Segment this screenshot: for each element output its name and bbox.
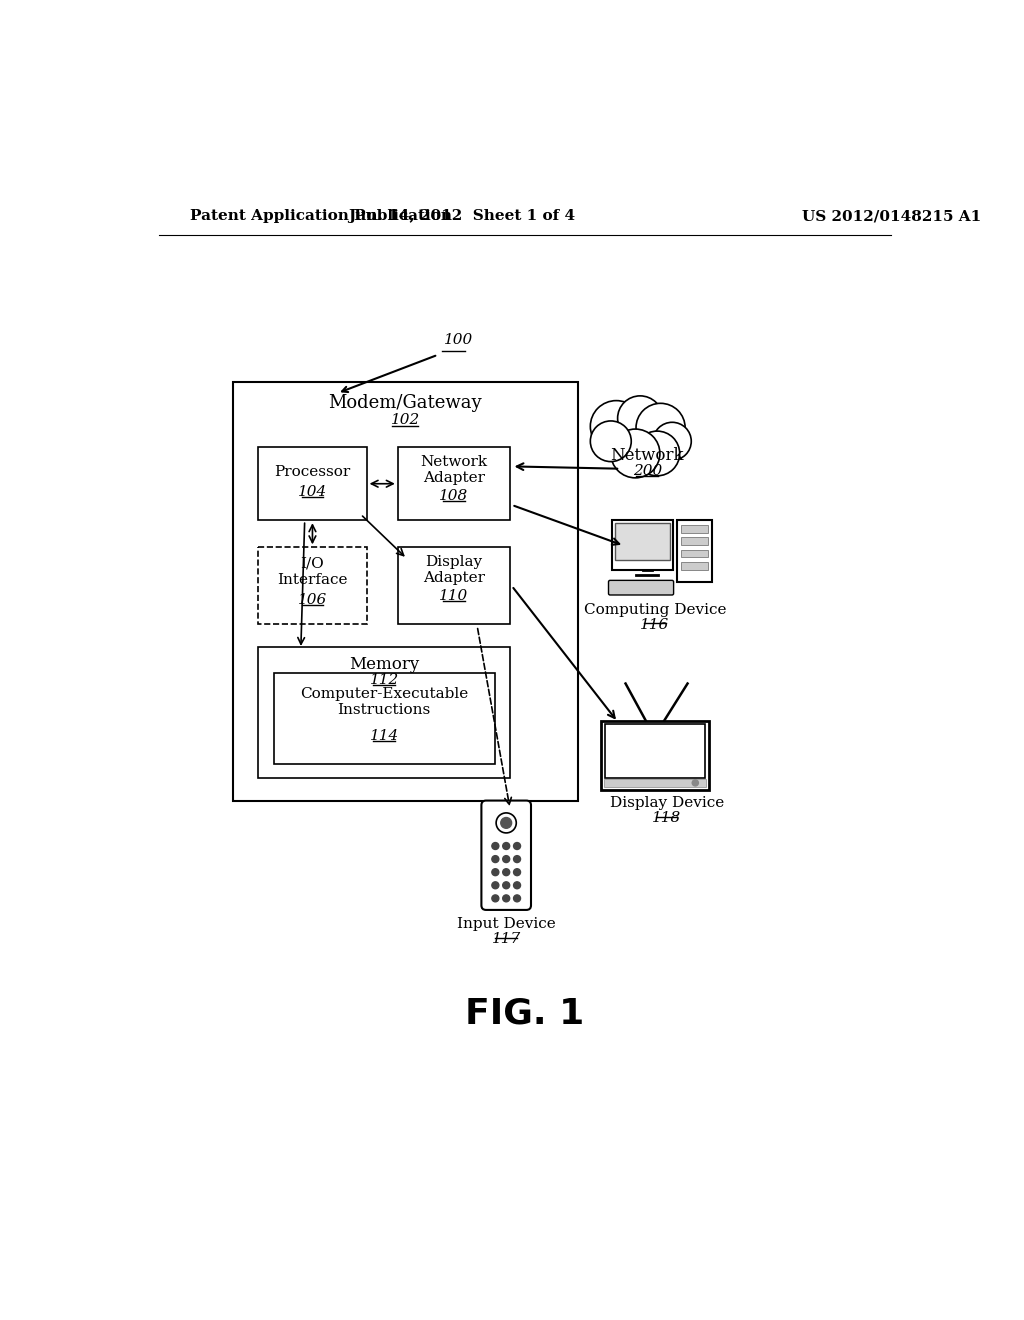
FancyBboxPatch shape (681, 537, 708, 545)
FancyBboxPatch shape (258, 647, 510, 779)
Circle shape (492, 895, 499, 902)
Text: 200: 200 (633, 465, 662, 478)
Circle shape (503, 895, 510, 902)
Circle shape (503, 869, 510, 875)
Text: FIG. 1: FIG. 1 (465, 997, 585, 1030)
Text: Modem/Gateway: Modem/Gateway (329, 395, 482, 412)
Text: US 2012/0148215 A1: US 2012/0148215 A1 (802, 209, 981, 223)
FancyBboxPatch shape (681, 525, 708, 533)
Circle shape (501, 817, 512, 829)
Circle shape (492, 842, 499, 850)
Text: Processor: Processor (274, 465, 350, 479)
FancyBboxPatch shape (608, 581, 674, 595)
Circle shape (492, 869, 499, 875)
Text: 118: 118 (652, 812, 681, 825)
Text: Memory: Memory (349, 656, 419, 673)
Circle shape (514, 869, 520, 875)
Text: Computer-Executable
Instructions: Computer-Executable Instructions (300, 686, 468, 717)
FancyBboxPatch shape (604, 779, 707, 787)
FancyBboxPatch shape (397, 548, 510, 624)
Text: Patent Application Publication: Patent Application Publication (190, 209, 452, 223)
Text: Network
Adapter: Network Adapter (420, 455, 487, 486)
Text: I/O
Interface: I/O Interface (278, 557, 348, 587)
FancyBboxPatch shape (258, 548, 367, 624)
Text: Input Device: Input Device (457, 917, 556, 931)
FancyBboxPatch shape (681, 562, 708, 570)
FancyBboxPatch shape (601, 721, 710, 789)
FancyBboxPatch shape (612, 520, 673, 570)
Circle shape (492, 855, 499, 862)
Circle shape (503, 842, 510, 850)
Circle shape (492, 882, 499, 888)
Text: 114: 114 (370, 729, 398, 743)
Text: 100: 100 (444, 333, 473, 347)
FancyBboxPatch shape (481, 800, 531, 909)
Text: 117: 117 (492, 932, 521, 946)
Text: Jun. 14, 2012  Sheet 1 of 4: Jun. 14, 2012 Sheet 1 of 4 (348, 209, 574, 223)
FancyBboxPatch shape (232, 381, 578, 801)
Text: 116: 116 (640, 618, 670, 632)
Circle shape (514, 855, 520, 862)
FancyBboxPatch shape (604, 725, 706, 779)
Circle shape (514, 882, 520, 888)
Circle shape (514, 895, 520, 902)
Text: 106: 106 (298, 593, 327, 607)
FancyBboxPatch shape (258, 447, 367, 520)
Text: Computing Device: Computing Device (584, 603, 726, 616)
Text: Network: Network (610, 447, 684, 465)
Text: 112: 112 (370, 673, 398, 686)
FancyBboxPatch shape (681, 549, 708, 557)
Text: Display
Adapter: Display Adapter (423, 556, 485, 586)
Circle shape (503, 882, 510, 888)
FancyBboxPatch shape (273, 673, 495, 763)
Text: 108: 108 (439, 488, 469, 503)
Text: Display Device: Display Device (609, 796, 724, 810)
Text: 102: 102 (390, 413, 420, 428)
FancyBboxPatch shape (615, 524, 670, 560)
Circle shape (503, 855, 510, 862)
Circle shape (496, 813, 516, 833)
FancyBboxPatch shape (397, 447, 510, 520)
Text: 110: 110 (439, 589, 469, 603)
Circle shape (692, 780, 698, 785)
FancyBboxPatch shape (677, 520, 712, 582)
Text: 104: 104 (298, 484, 327, 499)
Circle shape (514, 842, 520, 850)
